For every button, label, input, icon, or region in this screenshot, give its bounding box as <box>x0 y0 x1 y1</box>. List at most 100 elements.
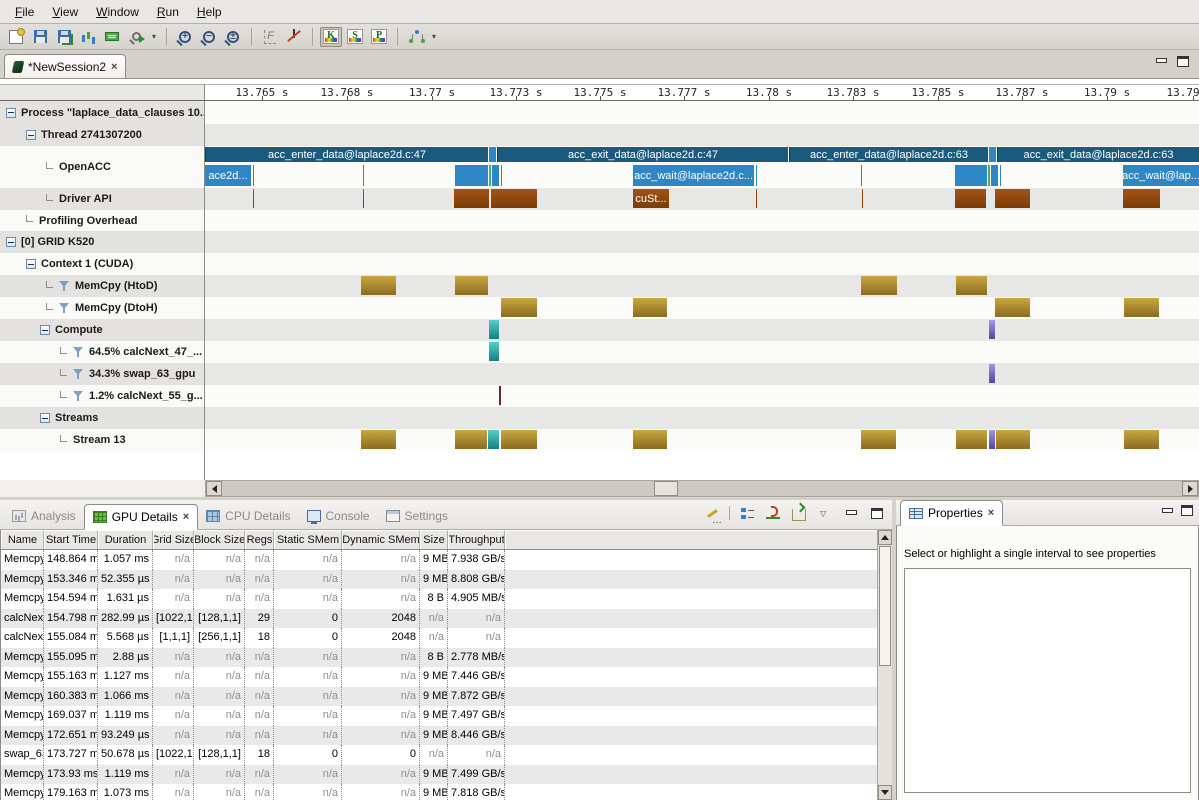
interval-bar[interactable] <box>363 189 364 208</box>
interval-bar[interactable] <box>633 430 667 449</box>
interval-bar[interactable] <box>995 298 1030 317</box>
interval-bar[interactable] <box>501 430 537 449</box>
interval-bar[interactable] <box>861 430 896 449</box>
interval-bar[interactable] <box>455 430 487 449</box>
interval-bar[interactable] <box>501 298 537 317</box>
menu-help[interactable]: Help <box>196 4 222 19</box>
interval-bar[interactable] <box>1123 189 1160 208</box>
column-header-grid-size[interactable]: Grid Size <box>153 530 194 549</box>
vscroll-thumb[interactable] <box>879 546 891 666</box>
timeline-row-process[interactable]: Process "laplace_data_clauses 10... <box>0 101 205 124</box>
hscroll-thumb[interactable] <box>654 481 678 496</box>
maximize-icon[interactable] <box>1177 56 1189 67</box>
close-icon[interactable]: × <box>111 60 118 73</box>
interval-bar[interactable] <box>989 147 996 162</box>
collapse-icon[interactable] <box>26 259 36 269</box>
interval-bar[interactable] <box>363 165 364 186</box>
timeline-row-compute[interactable]: Compute <box>0 319 205 341</box>
interval-bar[interactable] <box>956 430 987 449</box>
horizontal-sash[interactable] <box>0 497 1199 500</box>
marker-reset-icon[interactable] <box>283 27 305 47</box>
column-header-throughput[interactable]: Throughput <box>448 530 505 549</box>
interval-bar[interactable] <box>989 320 995 339</box>
interval-bar[interactable] <box>489 165 491 186</box>
timeline-row-kernel-34[interactable]: 34.3% swap_63_gpu <box>0 363 205 385</box>
kernel-timeline-icon[interactable]: K <box>320 26 342 47</box>
filter-funnel-icon[interactable] <box>59 303 70 313</box>
minimize-icon[interactable] <box>842 505 860 521</box>
minimize-icon[interactable] <box>1161 506 1173 516</box>
dropdown-caret-icon[interactable]: ▾ <box>151 32 156 41</box>
report-icon[interactable] <box>77 27 99 47</box>
scroll-down-button[interactable] <box>878 785 892 800</box>
tab-cpu-details[interactable]: CPU Details <box>198 503 298 529</box>
interval-bar[interactable] <box>633 298 667 317</box>
timeline-row-kernel-64[interactable]: 64.5% calcNext_47_... <box>0 341 205 363</box>
interval-bar[interactable] <box>253 189 254 208</box>
column-header-block-size[interactable]: Block Size <box>194 530 245 549</box>
session-tab[interactable]: *NewSession2 × <box>4 54 127 78</box>
interval-bar[interactable] <box>499 386 501 405</box>
interval-bar[interactable] <box>455 165 488 186</box>
collapse-icon[interactable] <box>40 325 50 335</box>
column-header-filler[interactable] <box>505 530 878 549</box>
tab-analysis[interactable]: Analysis <box>4 503 84 529</box>
filter-funnel-icon[interactable] <box>73 369 84 379</box>
table-vscrollbar[interactable] <box>877 530 892 800</box>
interval-bar[interactable] <box>988 165 990 186</box>
interval-bar[interactable] <box>995 189 1030 208</box>
collapse-icon[interactable] <box>6 107 16 118</box>
timeline-hscrollbar[interactable] <box>0 480 1199 497</box>
scroll-left-button[interactable] <box>206 481 222 496</box>
interval-bar[interactable] <box>989 430 995 449</box>
edit-icon[interactable] <box>703 505 722 526</box>
interval-bar[interactable] <box>501 165 502 186</box>
maximize-icon[interactable] <box>1181 505 1193 516</box>
column-header-duration[interactable]: Duration <box>98 530 153 549</box>
collapse-icon[interactable] <box>26 130 36 140</box>
interval-bar[interactable] <box>989 364 995 383</box>
interval-bar[interactable] <box>489 320 499 339</box>
interval-bar[interactable]: acc_exit_data@laplace2d.c:63 <box>997 147 1199 162</box>
timeline-row-thread[interactable]: Thread 2741307200 <box>0 124 205 146</box>
interval-bar[interactable] <box>991 165 998 186</box>
filter-funnel-icon[interactable] <box>73 347 84 357</box>
collapse-icon[interactable] <box>6 237 16 247</box>
column-header-regs[interactable]: Regs <box>245 530 274 549</box>
column-header-static-smem[interactable]: Static SMem <box>274 530 342 549</box>
interval-bar[interactable] <box>861 276 897 295</box>
interval-bar[interactable] <box>956 276 987 295</box>
interval-bar[interactable]: acc_enter_data@laplace2d.c:63 <box>789 147 988 162</box>
interval-bar[interactable] <box>489 342 499 361</box>
timeline-row-streams[interactable]: Streams <box>0 407 205 429</box>
interval-bar[interactable] <box>1124 298 1159 317</box>
interval-bar[interactable] <box>491 189 537 208</box>
interval-bar[interactable]: acc_exit_data@laplace2d.c:47 <box>497 147 788 162</box>
dropdown-caret-icon[interactable]: ▾ <box>431 32 436 41</box>
interval-bar[interactable]: acc_wait@laplace2d.c... <box>633 165 754 186</box>
timeline-row-context-1[interactable]: Context 1 (CUDA) <box>0 253 205 275</box>
interval-bar[interactable] <box>361 276 396 295</box>
marker-f-icon[interactable]: F <box>259 27 281 47</box>
timeline-row-openacc[interactable]: OpenACC <box>0 146 205 188</box>
column-header-size[interactable]: Size <box>420 530 448 549</box>
tab-gpu-details[interactable]: GPU Details × <box>83 504 199 530</box>
reorder-columns-icon[interactable] <box>764 505 782 521</box>
column-header-dynamic-smem[interactable]: Dynamic SMem <box>342 530 420 549</box>
interval-bar[interactable] <box>955 165 987 186</box>
minimize-icon[interactable] <box>1155 56 1167 66</box>
maximize-icon[interactable] <box>868 505 886 521</box>
interval-bar[interactable] <box>996 430 1030 449</box>
zoom-in-icon[interactable]: + <box>174 27 196 47</box>
export-icon[interactable] <box>790 505 808 521</box>
column-header-name[interactable]: Name <box>1 530 44 549</box>
detail-level-icon[interactable] <box>738 505 756 521</box>
collapse-icon[interactable] <box>40 413 50 423</box>
